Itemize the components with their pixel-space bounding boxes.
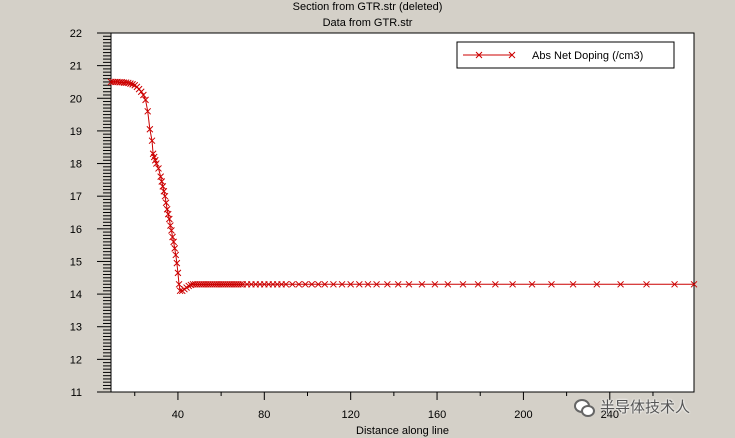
data-point	[321, 280, 329, 288]
data-point	[394, 280, 402, 288]
y-tick-label: 13	[70, 322, 82, 334]
data-point	[301, 280, 309, 288]
legend-marker	[475, 51, 483, 59]
data-point	[162, 199, 170, 207]
y-tick-label: 22	[70, 28, 82, 40]
data-point	[142, 96, 149, 104]
data-point	[373, 280, 380, 288]
data-point	[643, 280, 650, 288]
chart-subtitle: Data from GTR.str	[322, 17, 413, 29]
y-tick-label: 20	[70, 93, 82, 105]
data-point	[174, 269, 182, 277]
data-point	[124, 79, 132, 87]
data-point	[347, 280, 355, 288]
y-tick-label: 18	[70, 159, 82, 171]
data-point	[152, 160, 160, 167]
data-point	[338, 280, 346, 288]
data-point	[168, 227, 175, 234]
data-point	[431, 280, 439, 288]
data-point	[144, 107, 152, 115]
data-point	[474, 280, 482, 288]
data-point	[308, 280, 316, 288]
data-point	[548, 280, 555, 288]
data-point	[140, 91, 147, 99]
data-point	[671, 280, 678, 288]
chart-title: Section from GTR.str (deleted)	[292, 1, 443, 13]
data-point	[176, 287, 184, 295]
data-point	[148, 137, 156, 145]
data-point	[137, 88, 145, 96]
watermark-text: 半导体技术人	[600, 399, 691, 416]
x-tick-label: 120	[341, 409, 359, 421]
data-point	[528, 280, 536, 288]
data-point	[491, 280, 499, 288]
data-point	[355, 280, 363, 288]
data-point	[459, 280, 467, 288]
data-point	[593, 280, 601, 288]
x-axis-label: Distance along line	[356, 425, 449, 437]
data-point	[237, 280, 244, 288]
watermark: 半导体技术人	[574, 396, 690, 417]
data-point	[171, 245, 179, 252]
y-tick-label: 17	[70, 191, 82, 203]
data-point	[170, 238, 177, 246]
y-tick-label: 12	[70, 354, 82, 366]
y-tick-label: 14	[70, 289, 82, 301]
data-point	[384, 280, 391, 288]
data-point	[173, 259, 181, 267]
data-point	[129, 80, 136, 88]
data-point	[690, 280, 698, 288]
y-tick-label: 19	[70, 126, 82, 138]
x-tick-label: 240	[601, 409, 619, 421]
y-tick-label: 21	[70, 61, 82, 73]
data-point	[155, 165, 162, 172]
data-point	[127, 80, 134, 87]
data-point	[314, 280, 322, 288]
data-point	[418, 280, 426, 288]
data-point	[569, 280, 577, 288]
data-point	[282, 280, 290, 288]
data-point	[405, 280, 413, 288]
y-minor-ticks	[97, 32, 111, 393]
data-point	[330, 280, 337, 288]
data-point	[165, 215, 173, 223]
data-point	[289, 280, 296, 288]
data-point	[146, 125, 154, 133]
data-point	[295, 280, 303, 288]
x-tick-label: 160	[428, 409, 446, 421]
y-tick-label: 16	[70, 224, 82, 236]
legend-label: Abs Net Doping (/cm3)	[532, 50, 643, 62]
x-tick-label: 200	[514, 409, 532, 421]
y-tick-label: 15	[70, 256, 82, 268]
data-point	[364, 280, 372, 288]
y-axis-ticks: 11 12 13 14 15 16 17 18 19 20 21 22	[70, 28, 82, 399]
data-point	[175, 280, 183, 288]
wechat-icon	[574, 398, 595, 417]
legend: Abs Net Doping (/cm3)	[456, 41, 675, 69]
data-point	[509, 280, 516, 288]
legend-marker	[508, 51, 516, 59]
data-point	[161, 192, 169, 200]
data-point	[617, 280, 624, 288]
x-tick-label: 40	[172, 409, 184, 421]
data-point	[444, 280, 452, 288]
series-group	[107, 78, 698, 295]
x-tick-label: 80	[258, 409, 270, 421]
x-axis-ticks: 40 80 120 160 200 240	[134, 392, 654, 421]
data-point	[185, 282, 193, 290]
y-tick-label: 11	[71, 387, 82, 399]
data-point	[172, 251, 180, 259]
plot-area	[110, 32, 695, 393]
